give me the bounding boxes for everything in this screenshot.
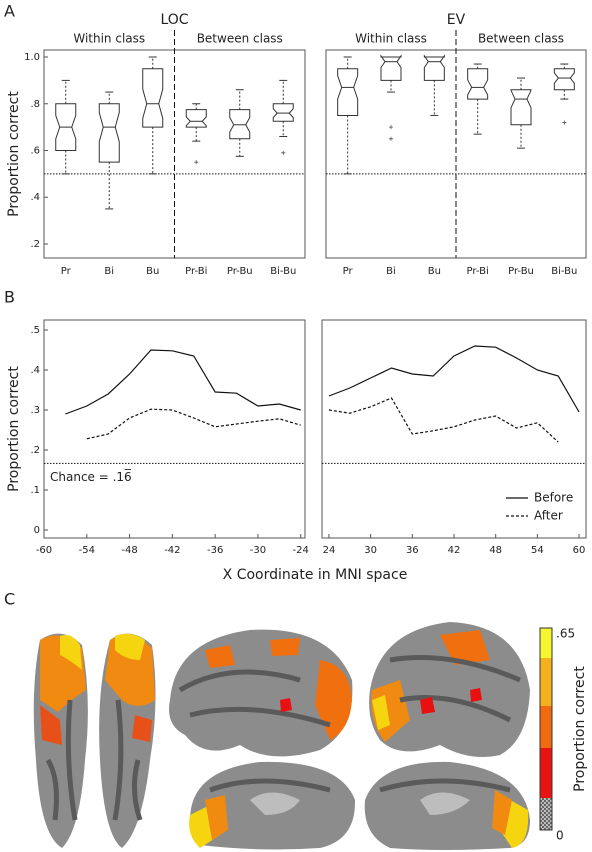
group-label: Between class: [478, 32, 564, 46]
x-tick-label: Bi-Bu: [270, 266, 296, 277]
x-tick-label: -36: [207, 545, 223, 556]
y-tick-label: .3: [30, 405, 40, 416]
plot-frame: [325, 49, 587, 259]
box: [337, 68, 359, 116]
x-tick-label: 24: [323, 545, 336, 556]
box: [185, 109, 207, 128]
x-tick-label: Pr-Bi: [185, 266, 207, 277]
x-tick-label: 60: [573, 545, 586, 556]
chance-label: Chance = .16̅: [50, 469, 132, 484]
y-tick-label: .4: [30, 192, 40, 203]
box: [142, 68, 164, 128]
line-series: [65, 349, 301, 415]
x-tick-label: 54: [531, 545, 544, 556]
x-tick-label: Bu: [146, 266, 159, 277]
y-axis-label: Proportion correct: [6, 366, 22, 492]
x-tick-label: Pr-Bu: [227, 266, 253, 277]
x-tick-label: -54: [79, 545, 95, 556]
box: [467, 68, 489, 100]
line-series: [86, 408, 301, 440]
chart-title: LOC: [160, 12, 188, 28]
x-tick-label: -42: [164, 545, 180, 556]
chart-title: EV: [447, 12, 466, 28]
x-tick-label: Pr: [343, 266, 354, 277]
box: [272, 103, 294, 122]
outlier: [389, 125, 393, 130]
y-tick-label: .5: [30, 325, 40, 336]
x-tick-label: 48: [489, 545, 502, 556]
colorbar-tick-label: .65: [556, 627, 575, 641]
group-label: Within class: [355, 32, 427, 46]
x-tick-label: -30: [250, 545, 266, 556]
y-tick-label: .2: [30, 445, 40, 456]
box: [510, 89, 532, 126]
box: [423, 54, 445, 81]
x-tick-label: Pr-Bi: [467, 266, 489, 277]
legend-label: Before: [534, 491, 573, 505]
colorbar-label: Proportion correct: [572, 666, 588, 792]
plot-frame: [43, 49, 306, 259]
panel-label: B: [4, 288, 15, 307]
x-tick-label: Bi: [386, 266, 396, 277]
outlier: [562, 120, 567, 125]
y-tick-label: .8: [30, 99, 40, 110]
x-axis-label: X Coordinate in MNI space: [223, 567, 408, 583]
group-label: Between class: [197, 32, 283, 46]
x-tick-label: -60: [36, 545, 52, 556]
box: [98, 103, 120, 163]
outlier: [389, 136, 393, 141]
group-label: Within class: [73, 32, 145, 46]
outlier: [194, 160, 199, 165]
y-tick-label: .4: [30, 365, 40, 376]
y-tick-label: 0: [34, 525, 40, 536]
line-series: [328, 397, 559, 443]
panel-label: C: [4, 590, 15, 609]
box: [229, 109, 251, 140]
x-tick-label: -48: [121, 545, 137, 556]
y-tick-label: .1: [30, 485, 40, 496]
x-tick-label: Bu: [428, 266, 441, 277]
brain-images: [33, 622, 553, 850]
panel-label: A: [4, 2, 15, 21]
line-series: [328, 345, 580, 413]
x-tick-label: Bi: [104, 266, 114, 277]
colorbar-tick-label: 0: [556, 829, 564, 843]
outlier: [281, 150, 286, 155]
x-tick-label: 36: [406, 545, 419, 556]
legend-label: After: [534, 509, 563, 523]
x-tick-label: 30: [364, 545, 377, 556]
plot-frame: [43, 319, 306, 539]
y-tick-label: .6: [30, 145, 40, 156]
y-tick-label: .2: [30, 239, 40, 250]
x-tick-label: 42: [448, 545, 461, 556]
x-tick-label: -24: [293, 545, 309, 556]
x-tick-label: Pr-Bu: [508, 266, 534, 277]
plot-frame: [321, 319, 587, 539]
x-tick-label: Bi-Bu: [551, 266, 577, 277]
y-tick-label: 1.0: [24, 52, 40, 63]
x-tick-label: Pr: [61, 266, 72, 277]
y-axis-label: Proportion correct: [6, 91, 22, 217]
box: [380, 54, 402, 81]
box: [553, 68, 575, 91]
